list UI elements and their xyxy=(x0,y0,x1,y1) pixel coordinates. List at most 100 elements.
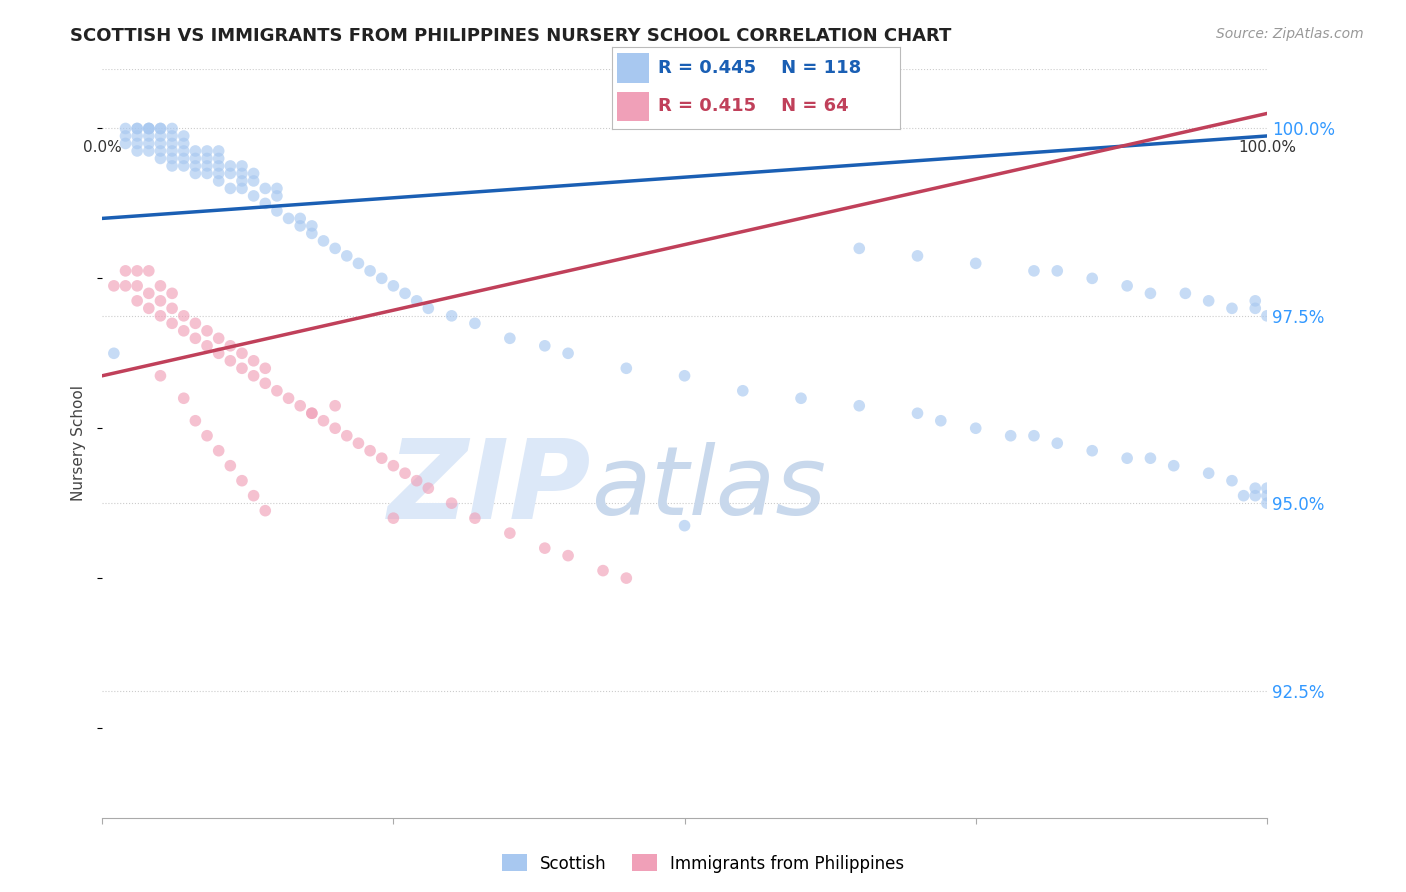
Point xyxy=(929,414,952,428)
Point xyxy=(965,256,987,270)
Point xyxy=(219,181,242,195)
Point xyxy=(149,121,172,136)
Point xyxy=(208,166,231,180)
Point xyxy=(231,159,253,173)
Point xyxy=(208,443,231,458)
Point xyxy=(184,159,207,173)
Point xyxy=(160,159,183,173)
Point xyxy=(231,346,253,360)
Text: R = 0.415    N = 64: R = 0.415 N = 64 xyxy=(658,97,848,115)
Point xyxy=(1116,451,1139,466)
Point xyxy=(382,278,405,293)
Point xyxy=(208,144,231,158)
Point xyxy=(208,159,231,173)
Point xyxy=(1000,428,1022,442)
Point xyxy=(312,234,335,248)
Point xyxy=(184,331,207,345)
Point xyxy=(219,339,242,353)
Point xyxy=(382,511,405,525)
Point xyxy=(1139,451,1161,466)
Point xyxy=(219,353,242,368)
Point xyxy=(173,391,195,405)
Point xyxy=(371,271,394,285)
Point xyxy=(184,166,207,180)
Point xyxy=(127,136,149,151)
Point xyxy=(418,301,440,316)
Point xyxy=(1198,466,1220,480)
Point xyxy=(173,144,195,158)
Bar xyxy=(617,92,650,121)
Point xyxy=(160,316,183,330)
Point xyxy=(173,159,195,173)
Text: SCOTTISH VS IMMIGRANTS FROM PHILIPPINES NURSERY SCHOOL CORRELATION CHART: SCOTTISH VS IMMIGRANTS FROM PHILIPPINES … xyxy=(70,27,952,45)
Point xyxy=(114,121,136,136)
Point xyxy=(149,121,172,136)
Point xyxy=(160,152,183,166)
Point xyxy=(394,466,416,480)
Point xyxy=(184,414,207,428)
Point xyxy=(208,346,231,360)
Point xyxy=(231,474,253,488)
Point xyxy=(673,518,696,533)
Text: atlas: atlas xyxy=(592,442,827,534)
Point xyxy=(114,128,136,143)
Point xyxy=(127,121,149,136)
Point xyxy=(195,339,218,353)
Point xyxy=(138,128,160,143)
Text: 0.0%: 0.0% xyxy=(83,140,121,155)
Point xyxy=(382,458,405,473)
Point xyxy=(371,451,394,466)
Point xyxy=(138,286,160,301)
Point xyxy=(138,264,160,278)
Point xyxy=(195,152,218,166)
Point xyxy=(533,541,555,556)
Point xyxy=(254,503,277,517)
Point xyxy=(277,391,299,405)
Point xyxy=(1022,264,1045,278)
Point xyxy=(440,309,463,323)
Point xyxy=(557,549,579,563)
Point xyxy=(907,406,929,420)
Point xyxy=(464,511,486,525)
Point xyxy=(499,331,522,345)
Point xyxy=(614,361,637,376)
Point xyxy=(127,128,149,143)
Point xyxy=(114,264,136,278)
Point xyxy=(1220,301,1243,316)
Point xyxy=(533,339,555,353)
Point xyxy=(149,278,172,293)
Point xyxy=(149,309,172,323)
Point xyxy=(731,384,754,398)
Point xyxy=(160,121,183,136)
Point xyxy=(208,174,231,188)
Point xyxy=(149,293,172,308)
Point xyxy=(138,121,160,136)
Point xyxy=(323,241,346,255)
Point xyxy=(254,361,277,376)
Point xyxy=(1174,286,1197,301)
Point xyxy=(1220,474,1243,488)
Point xyxy=(1256,489,1278,503)
Point xyxy=(160,136,183,151)
Point xyxy=(242,174,264,188)
Point xyxy=(1022,428,1045,442)
Point xyxy=(242,353,264,368)
Point xyxy=(336,428,359,442)
Point xyxy=(266,384,288,398)
Point xyxy=(405,474,427,488)
Point xyxy=(254,376,277,391)
Point xyxy=(1081,443,1104,458)
Point xyxy=(1046,436,1069,450)
Y-axis label: Nursery School: Nursery School xyxy=(72,385,86,501)
Point xyxy=(219,458,242,473)
Point xyxy=(301,406,323,420)
Point xyxy=(103,346,125,360)
Text: 100.0%: 100.0% xyxy=(1237,140,1296,155)
Point xyxy=(173,152,195,166)
Point xyxy=(499,526,522,541)
Point xyxy=(138,121,160,136)
Text: Source: ZipAtlas.com: Source: ZipAtlas.com xyxy=(1216,27,1364,41)
Point xyxy=(1256,309,1278,323)
Point xyxy=(149,144,172,158)
Point xyxy=(231,174,253,188)
